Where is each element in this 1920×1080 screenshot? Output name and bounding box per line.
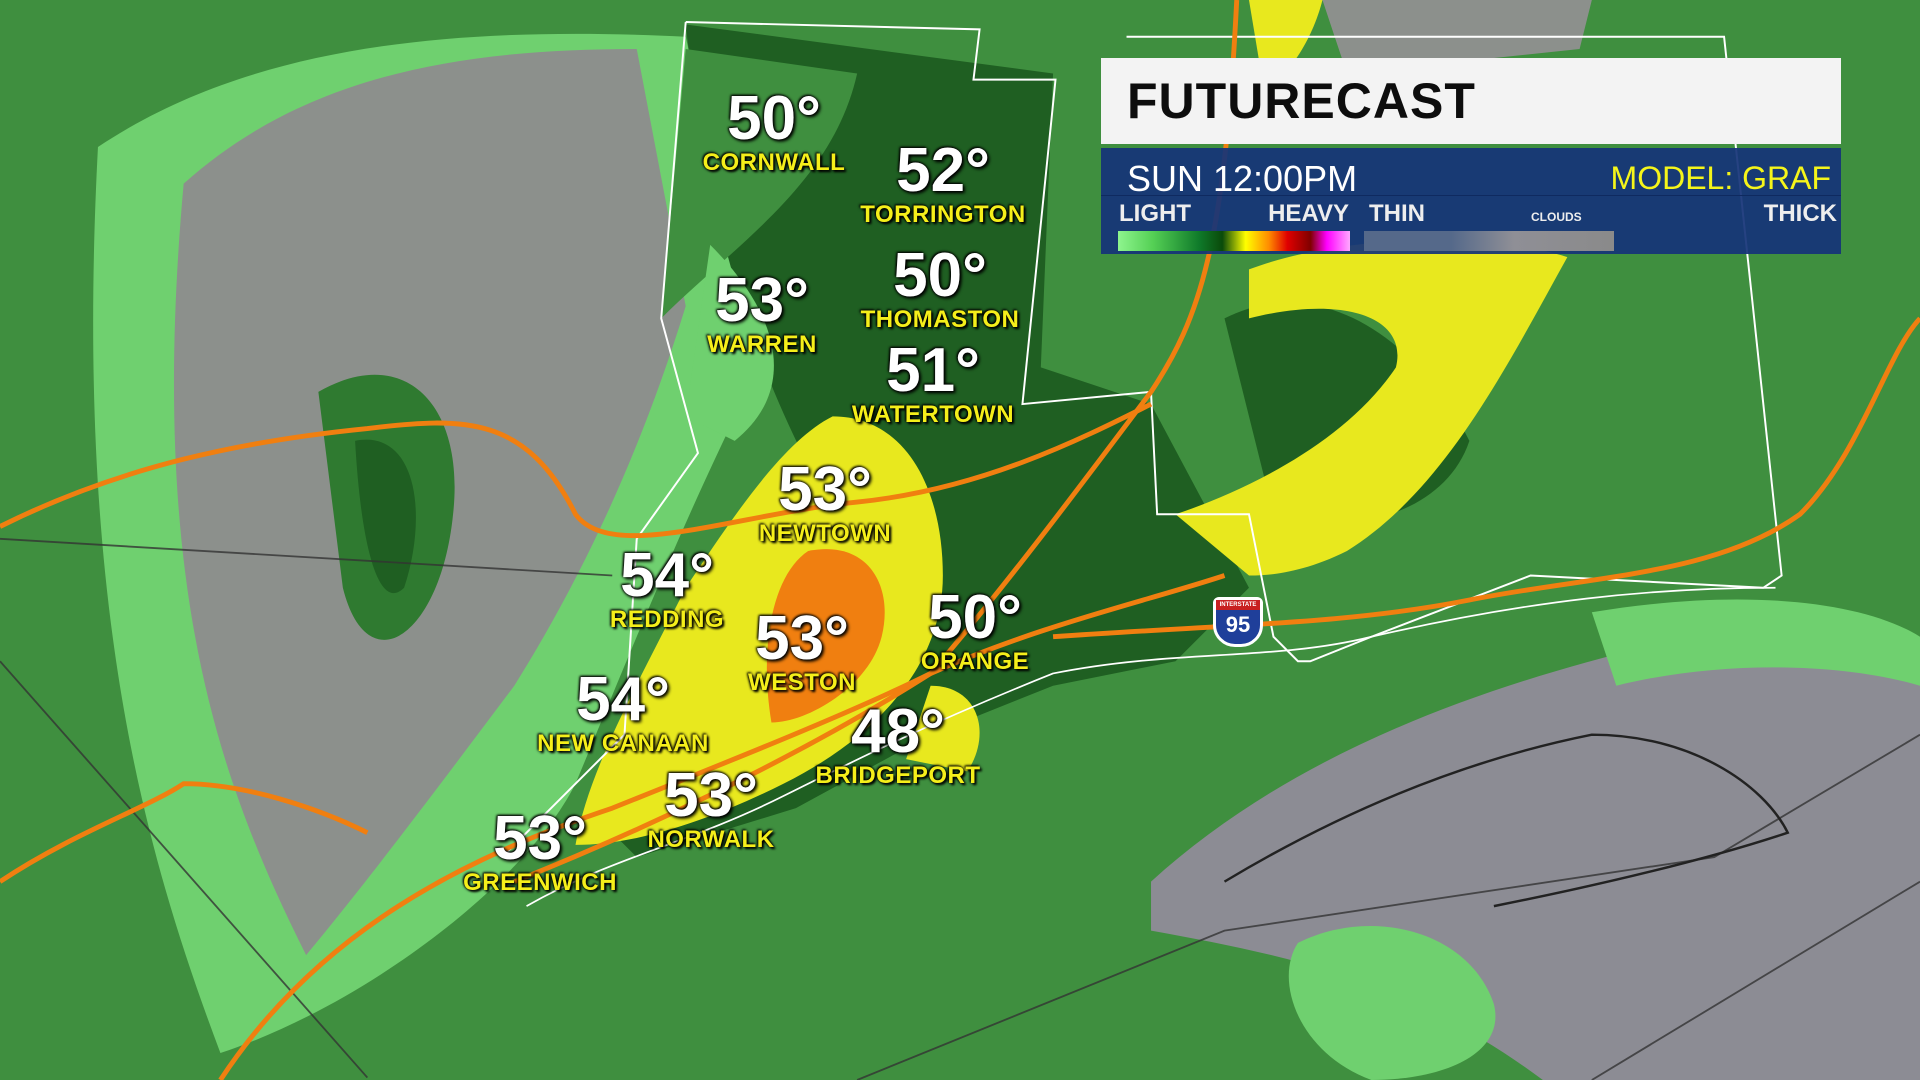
forecast-time: SUN 12:00PM	[1127, 158, 1358, 199]
temperature: 52°	[896, 136, 990, 205]
legend-thin-label: THIN	[1369, 200, 1425, 227]
city-name: NORWALK	[647, 826, 775, 853]
city-name: CORNWALL	[702, 149, 846, 176]
very-heavy-rain-area	[766, 549, 885, 723]
temperature: 53°	[755, 604, 849, 673]
divider	[1101, 195, 1841, 196]
city-warren: 53° WARREN	[707, 270, 817, 358]
shield-number: 95	[1225, 612, 1251, 637]
legend-clouds-label: CLOUDS	[1531, 210, 1582, 224]
cloud-color-scale	[1364, 231, 1614, 251]
panel-title: FUTURECAST	[1127, 73, 1476, 129]
city-name: THOMASTON	[860, 306, 1020, 333]
temperature: 53°	[778, 455, 872, 524]
city-name: WESTON	[748, 669, 856, 696]
city-newtown: 53° NEWTOWN	[759, 459, 891, 547]
city-name: GREENWICH	[463, 869, 617, 896]
city-name: TORRINGTON	[860, 201, 1026, 228]
precipitation-color-scale	[1118, 231, 1350, 251]
city-redding: 54° REDDING	[610, 545, 724, 633]
legend-thick-label: THICK	[1763, 200, 1837, 227]
temperature: 53°	[715, 266, 809, 335]
temperature: 48°	[851, 697, 945, 766]
city-cornwall: 50° CORNWALL	[703, 88, 846, 176]
temperature: 54°	[576, 665, 670, 734]
city-norwalk: 53° NORWALK	[647, 765, 774, 853]
city-torrington: 52° TORRINGTON	[860, 140, 1025, 228]
shield-top-text: INTERSTATE	[1216, 600, 1260, 610]
city-watertown: 51° WATERTOWN	[852, 340, 1014, 428]
temperature: 54°	[620, 541, 714, 610]
legend-light-label: LIGHT	[1119, 200, 1191, 227]
city-name: WARREN	[707, 331, 817, 358]
legend-heavy-label: HEAVY	[1268, 200, 1349, 227]
city-thomaston: 50° THOMASTON	[861, 245, 1020, 333]
temperature: 50°	[893, 241, 987, 310]
heavy-rain-area	[575, 416, 943, 845]
city-name: REDDING	[609, 606, 725, 633]
model-label: MODEL: GRAF	[1610, 160, 1831, 196]
city-new-canaan: 54° NEW CANAAN	[537, 669, 709, 757]
temperature: 53°	[664, 761, 758, 830]
temperature: 53°	[493, 804, 587, 873]
futurecast-panel: FUTURECAST SUN 12:00PM MODEL: GRAF LIGHT…	[1101, 58, 1841, 254]
city-name: WATERTOWN	[851, 401, 1015, 428]
temperature: 50°	[727, 84, 821, 153]
city-weston: 53° WESTON	[748, 608, 856, 696]
city-name: NEWTOWN	[758, 520, 892, 547]
title-bar: FUTURECAST	[1101, 58, 1841, 144]
info-legend-box: SUN 12:00PM MODEL: GRAF LIGHT HEAVY THIN…	[1101, 148, 1841, 254]
city-name: BRIDGEPORT	[815, 762, 981, 789]
city-name: NEW CANAAN	[537, 730, 709, 757]
city-name: ORANGE	[920, 648, 1030, 675]
temperature: 50°	[928, 583, 1022, 652]
city-bridgeport: 48° BRIDGEPORT	[815, 701, 980, 789]
interstate-95-shield: INTERSTATE 95	[1213, 597, 1263, 647]
temperature: 51°	[886, 336, 980, 405]
city-greenwich: 53° GREENWICH	[463, 808, 617, 896]
city-orange: 50° ORANGE	[921, 587, 1029, 675]
